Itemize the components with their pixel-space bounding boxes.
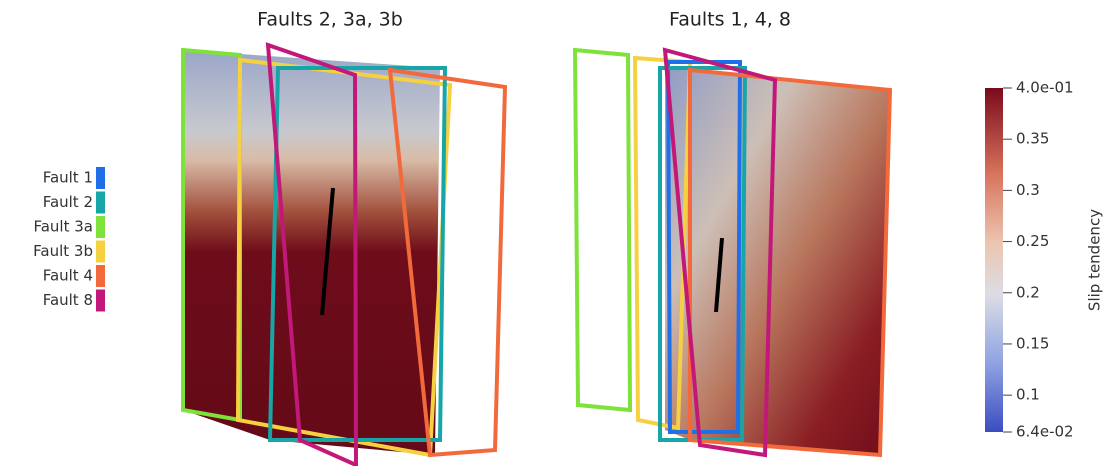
legend-swatch bbox=[96, 290, 105, 312]
panel-left: Faults 2, 3a, 3b bbox=[183, 9, 505, 466]
legend-swatch bbox=[96, 167, 105, 189]
legend-label: Fault 3a bbox=[33, 218, 93, 236]
legend-label: Fault 3b bbox=[33, 242, 93, 260]
colorbar-tick-label: 0.15 bbox=[1016, 334, 1049, 352]
legend-swatch bbox=[96, 265, 105, 287]
panel-title: Faults 1, 4, 8 bbox=[669, 9, 791, 31]
legend-label: Fault 8 bbox=[43, 291, 93, 309]
colorbar-tick-label: 4.0e-01 bbox=[1016, 79, 1074, 97]
legend-label: Fault 2 bbox=[43, 193, 93, 211]
figure: Faults 2, 3a, 3b Faults 1, 4, 8 Fault 1F… bbox=[0, 0, 1109, 466]
legend-swatch bbox=[96, 192, 105, 214]
colorbar-ramp bbox=[985, 88, 1003, 432]
legend-swatch bbox=[96, 216, 105, 238]
colorbar-tick-label: 0.1 bbox=[1016, 386, 1040, 404]
legend-label: Fault 4 bbox=[43, 267, 93, 285]
legend-swatch bbox=[96, 241, 105, 263]
fault-outline bbox=[575, 50, 630, 410]
legend: Fault 1 Fault 2 Fault 3a Fault 3b Fault 4 Fau… bbox=[33, 167, 105, 312]
colorbar-tick-label: 6.4e-02 bbox=[1016, 423, 1074, 441]
panel-right: Faults 1, 4, 8 bbox=[575, 9, 890, 456]
legend-label: Fault 1 bbox=[43, 169, 93, 187]
colorbar-tick-label: 0.35 bbox=[1016, 130, 1049, 148]
colorbar-title: Slip tendency bbox=[1086, 209, 1104, 311]
fault-surface bbox=[665, 66, 890, 455]
colorbar: Slip tendency 4.0e-01 0.35 0.3 0.25 0.2 0.15 0… bbox=[985, 79, 1104, 441]
colorbar-tick-label: 0.3 bbox=[1016, 181, 1040, 199]
panel-title: Faults 2, 3a, 3b bbox=[257, 9, 403, 31]
fault-surface bbox=[183, 50, 440, 455]
colorbar-tick-label: 0.25 bbox=[1016, 232, 1049, 250]
colorbar-tick-label: 0.2 bbox=[1016, 283, 1040, 301]
